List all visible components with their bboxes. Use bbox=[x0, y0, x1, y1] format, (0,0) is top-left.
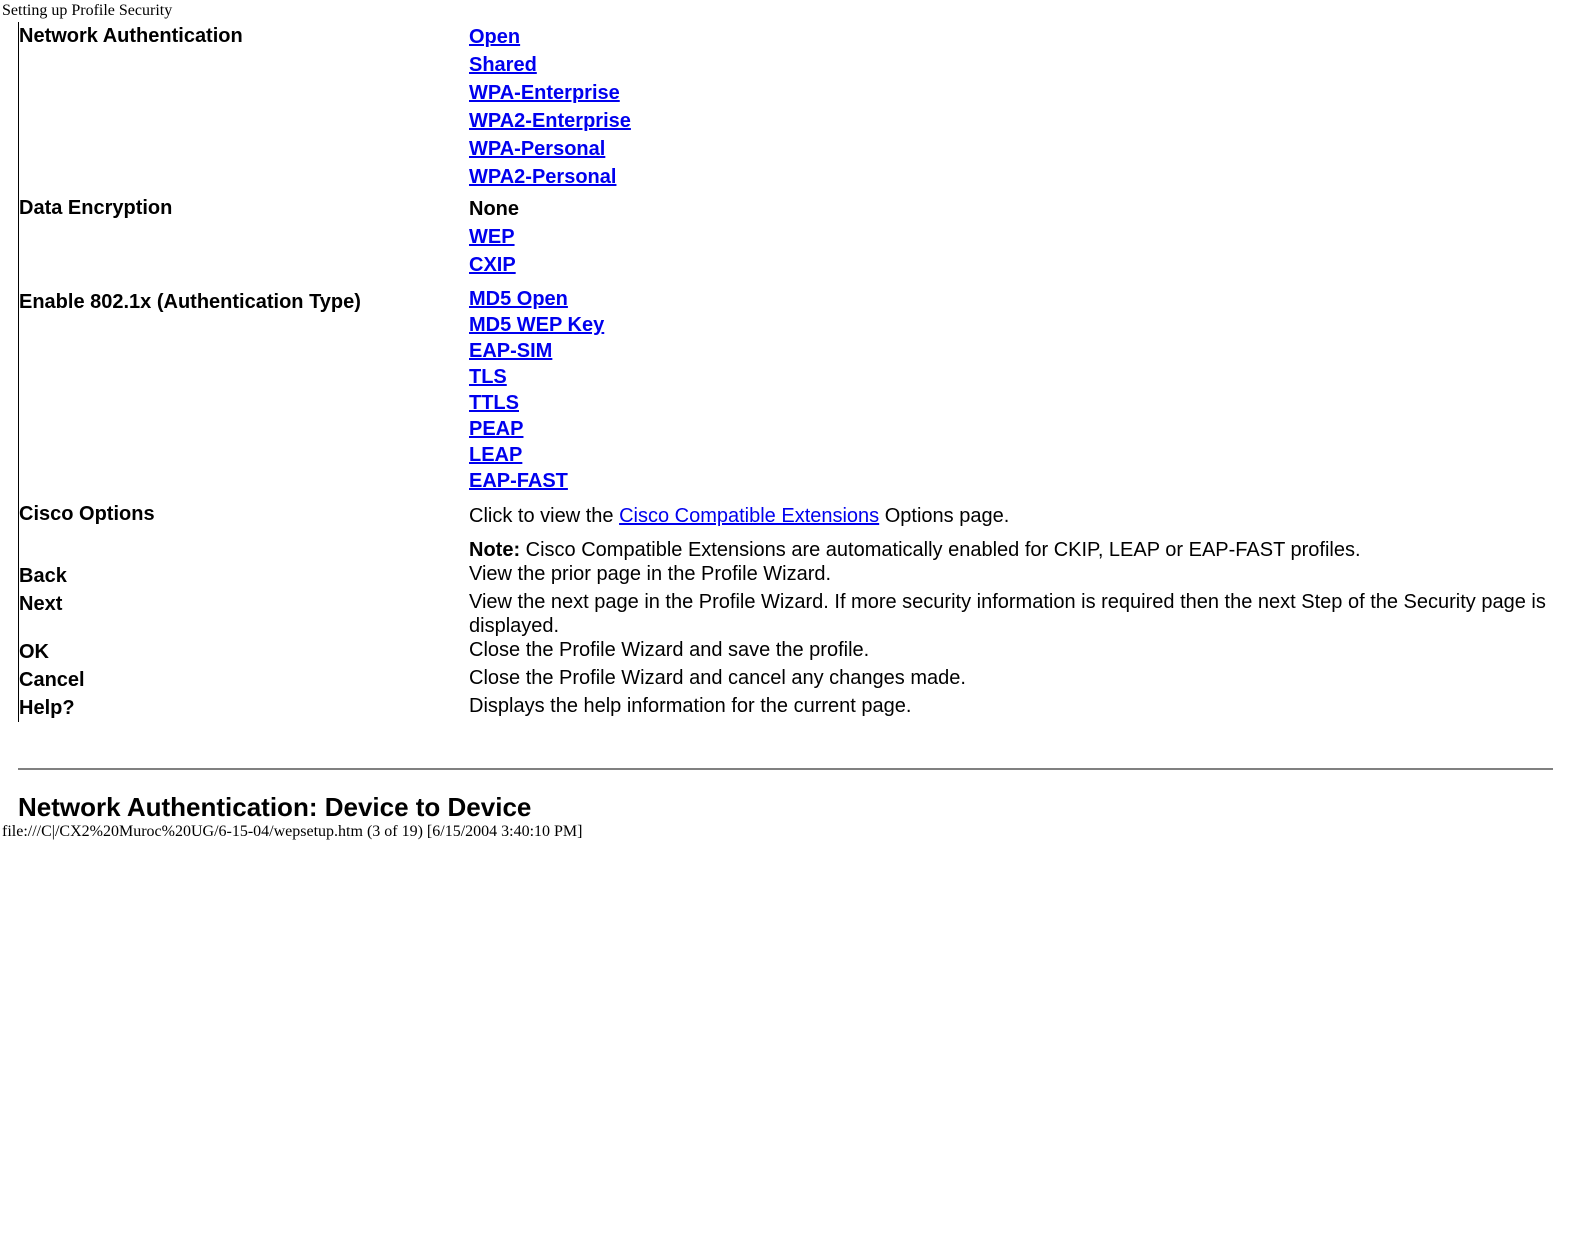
section-divider bbox=[18, 768, 1553, 770]
ok-label: OK bbox=[19, 638, 469, 666]
cisco-desc-pre: Click to view the bbox=[469, 505, 619, 527]
auth-peap-link[interactable]: PEAP bbox=[469, 418, 523, 440]
cisco-options-label: Cisco Options bbox=[19, 500, 469, 528]
auth-md5-wep-link[interactable]: MD5 WEP Key bbox=[469, 314, 604, 336]
next-label: Next bbox=[19, 590, 469, 618]
help-label: Help? bbox=[19, 694, 469, 722]
help-desc: Displays the help information for the cu… bbox=[469, 694, 1553, 718]
ok-desc: Close the Profile Wizard and save the pr… bbox=[469, 638, 1552, 662]
auth-leap-link[interactable]: LEAP bbox=[469, 444, 522, 466]
net-auth-shared-link[interactable]: Shared bbox=[469, 54, 537, 76]
cancel-desc: Close the Profile Wizard and cancel any … bbox=[469, 666, 1552, 690]
page-footer: file:///C|/CX2%20Muroc%20UG/6-15-04/weps… bbox=[0, 823, 1571, 843]
cisco-note-text: Cisco Compatible Extensions are automati… bbox=[520, 539, 1360, 561]
cisco-note: Note: Cisco Compatible Extensions are au… bbox=[469, 538, 1552, 562]
net-auth-wpa-pers-link[interactable]: WPA-Personal bbox=[469, 138, 605, 160]
auth-eap-fast-link[interactable]: EAP-FAST bbox=[469, 470, 568, 492]
net-auth-wpa2-ent-link[interactable]: WPA2-Enterprise bbox=[469, 110, 631, 132]
cisco-desc-post: Options page. bbox=[879, 505, 1009, 527]
auth-ttls-link[interactable]: TTLS bbox=[469, 392, 519, 414]
back-label: Back bbox=[19, 562, 469, 590]
data-enc-label: Data Encryption bbox=[19, 194, 469, 222]
auth-tls-link[interactable]: TLS bbox=[469, 366, 507, 388]
data-enc-wep-link[interactable]: WEP bbox=[469, 226, 515, 248]
cisco-desc: Click to view the Cisco Compatible Exten… bbox=[469, 504, 1552, 528]
page-header: Setting up Profile Security bbox=[0, 0, 1571, 22]
section-heading: Network Authentication: Device to Device bbox=[18, 792, 1553, 823]
content-area: Network Authentication Open Shared WPA-E… bbox=[0, 22, 1571, 722]
enable-8021x-label: Enable 802.1x (Authentication Type) bbox=[19, 288, 469, 316]
auth-eap-sim-link[interactable]: EAP-SIM bbox=[469, 340, 552, 362]
cisco-note-label: Note: bbox=[469, 539, 520, 561]
data-enc-none: None bbox=[469, 198, 519, 220]
net-auth-wpa2-pers-link[interactable]: WPA2-Personal bbox=[469, 166, 616, 188]
next-desc: View the next page in the Profile Wizard… bbox=[469, 590, 1552, 638]
cancel-label: Cancel bbox=[19, 666, 469, 694]
auth-md5-open-link[interactable]: MD5 Open bbox=[469, 288, 568, 310]
settings-table: Network Authentication Open Shared WPA-E… bbox=[18, 22, 1553, 722]
net-auth-open-link[interactable]: Open bbox=[469, 26, 520, 48]
back-desc: View the prior page in the Profile Wizar… bbox=[469, 562, 1552, 586]
net-auth-label: Network Authentication bbox=[19, 22, 469, 50]
data-enc-cxip-link[interactable]: CXIP bbox=[469, 254, 516, 276]
cisco-ext-link[interactable]: Cisco Compatible Extensions bbox=[619, 505, 879, 527]
net-auth-wpa-ent-link[interactable]: WPA-Enterprise bbox=[469, 82, 620, 104]
